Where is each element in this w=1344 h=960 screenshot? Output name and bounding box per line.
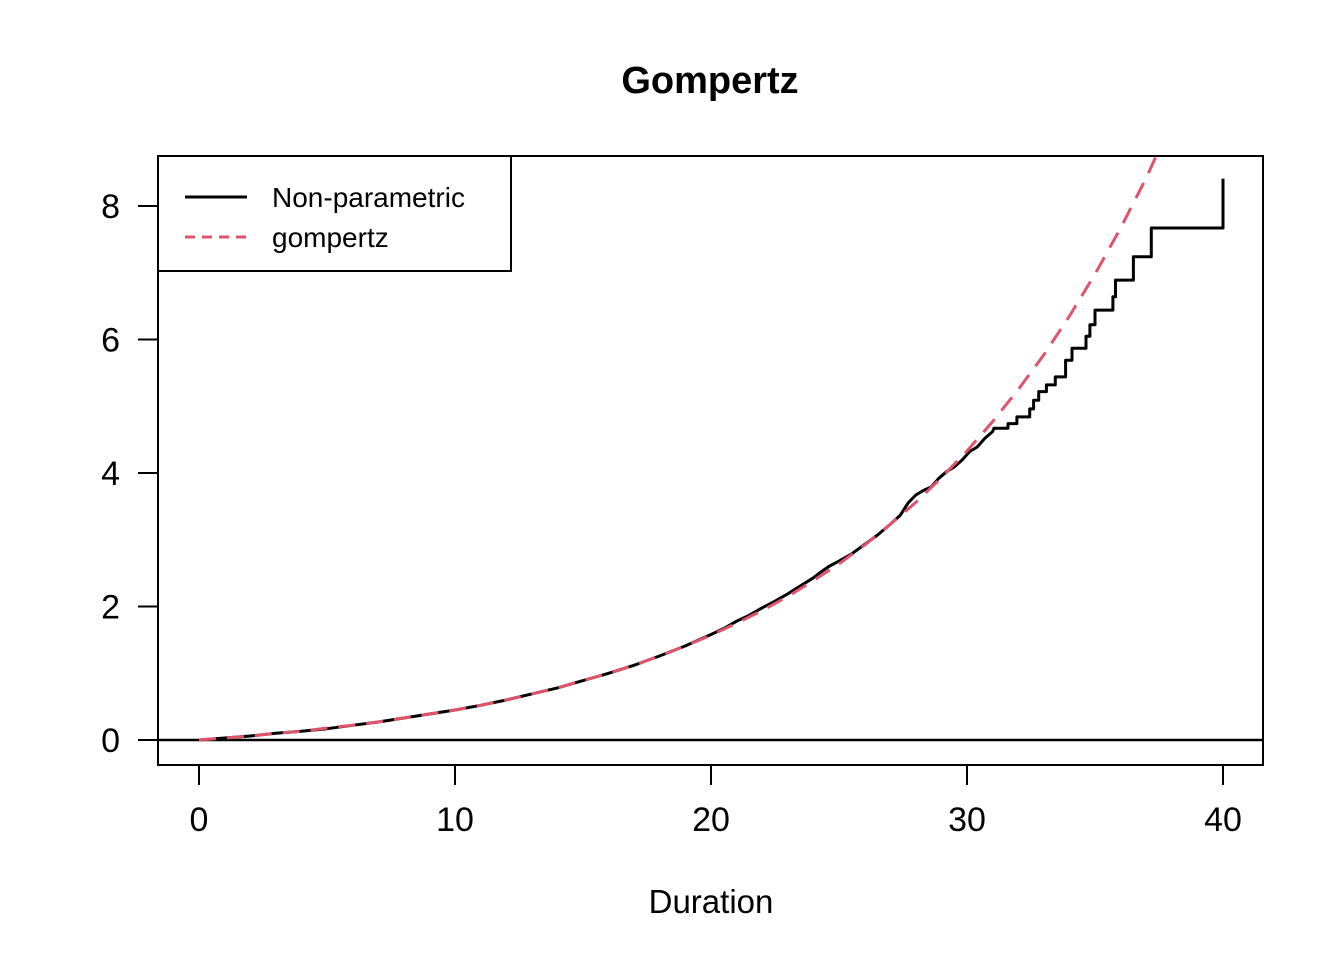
x-tick-label: 0: [190, 801, 209, 839]
y-tick-label: 6: [101, 322, 120, 360]
legend: Non-parametric gompertz: [157, 155, 512, 272]
curves-layer: [198, 156, 1225, 742]
x-axis-label: Duration: [649, 883, 774, 920]
legend-label-nonparametric: Non-parametric: [272, 182, 465, 213]
legend-label-gompertz: gompertz: [272, 222, 389, 253]
y-tick-label: 4: [101, 455, 120, 493]
y-tick-label: 2: [101, 589, 120, 627]
series-non-parametric: [198, 178, 1225, 742]
x-tick-label: 30: [948, 801, 986, 839]
axis-tick-labels: 0 10 20 30 40 0 2 4 6 8: [101, 188, 1242, 839]
axis-ticks: [138, 205, 1224, 785]
chart-title: Gompertz: [621, 60, 798, 102]
y-tick-label: 0: [101, 722, 120, 760]
x-tick-label: 20: [692, 801, 730, 839]
y-tick-label: 8: [101, 188, 120, 226]
series-gompertz: [198, 156, 1158, 742]
x-tick-label: 40: [1204, 801, 1242, 839]
legend-box: [157, 155, 512, 272]
x-tick-label: 10: [436, 801, 474, 839]
